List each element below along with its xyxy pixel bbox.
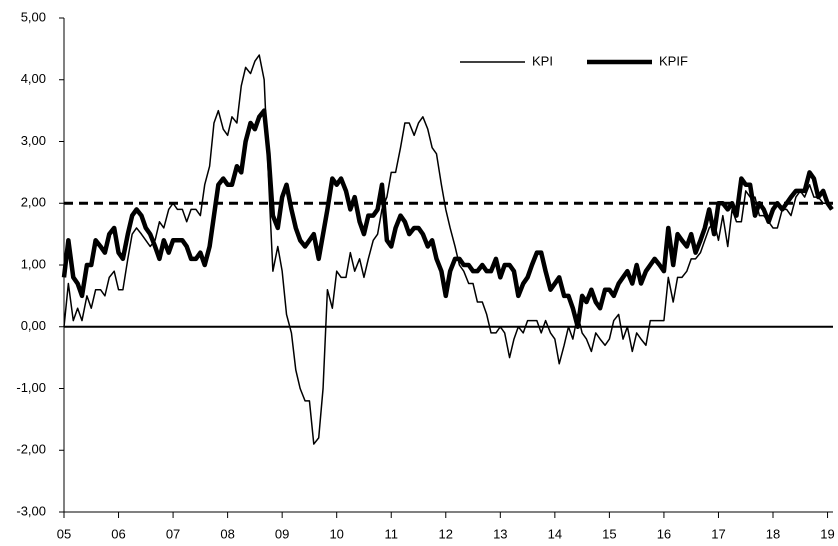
y-tick-label: -2,00 <box>16 442 46 457</box>
x-tick-label: 17 <box>711 526 725 541</box>
y-tick-label: 0,00 <box>21 318 46 333</box>
legend-label: KPIF <box>659 53 688 68</box>
series-line <box>63 54 833 445</box>
y-tick-label: 2,00 <box>21 195 46 210</box>
y-tick-label: 4,00 <box>21 71 46 86</box>
x-tick-label: 12 <box>439 526 453 541</box>
series-line <box>61 108 834 329</box>
x-tick-label: 05 <box>57 526 71 541</box>
x-tick-label: 18 <box>766 526 780 541</box>
x-tick-label: 10 <box>329 526 343 541</box>
x-tick-label: 15 <box>602 526 616 541</box>
y-tick-label: -1,00 <box>16 380 46 395</box>
x-tick-label: 16 <box>657 526 671 541</box>
x-tick-label: 11 <box>384 526 398 541</box>
y-tick-label: -3,00 <box>16 503 46 518</box>
y-tick-label: 3,00 <box>21 133 46 148</box>
y-tick-label: 1,00 <box>21 256 46 271</box>
x-tick-label: 19 <box>820 526 834 541</box>
x-tick-label: 13 <box>493 526 507 541</box>
legend-label: KPI <box>532 53 553 68</box>
x-tick-label: 14 <box>548 526 562 541</box>
x-tick-label: 09 <box>275 526 289 541</box>
x-tick-label: 08 <box>220 526 234 541</box>
y-tick-label: 5,00 <box>21 9 46 24</box>
x-tick-label: 06 <box>111 526 125 541</box>
x-tick-label: 07 <box>166 526 180 541</box>
